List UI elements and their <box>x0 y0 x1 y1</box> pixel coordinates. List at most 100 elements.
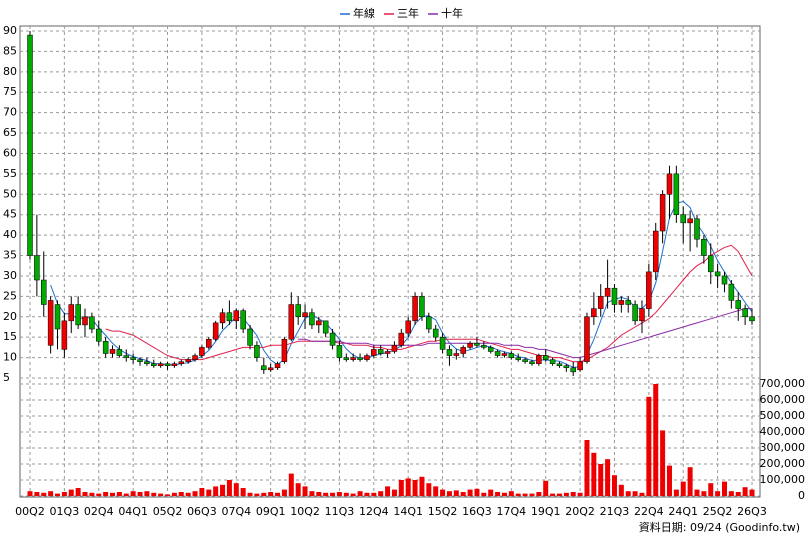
volume-bar <box>323 492 329 496</box>
volume-bar <box>48 491 54 496</box>
volume-bar <box>550 493 556 496</box>
candle-body <box>309 312 315 326</box>
volume-bar <box>446 491 452 496</box>
candle-body <box>591 308 597 318</box>
candle-body <box>144 361 150 364</box>
candle-body <box>405 320 411 334</box>
x-tick-label: 17Q4 <box>497 505 527 518</box>
volume-bar <box>288 473 294 496</box>
volume-bar <box>673 489 679 496</box>
volume-bar <box>694 489 700 496</box>
candle-body <box>714 271 721 277</box>
candle-body <box>632 304 638 322</box>
volume-bar <box>611 475 617 496</box>
volume-bar <box>116 492 122 496</box>
volume-bar <box>144 491 150 496</box>
volume-bar <box>398 480 404 496</box>
volume-bar <box>233 483 239 496</box>
candle-body <box>247 328 253 346</box>
y2-tick-label: 200,000 <box>760 457 806 470</box>
candle-body <box>419 296 425 318</box>
volume-bar <box>178 492 184 496</box>
x-tick-label: 14Q1 <box>393 505 423 518</box>
volume-bar <box>309 491 315 496</box>
volume-bar <box>158 493 164 496</box>
volume-bar <box>728 491 734 496</box>
candle-body <box>109 349 116 354</box>
volume-bar <box>598 464 604 496</box>
volume-bar <box>529 493 535 496</box>
volume-bar <box>749 489 755 496</box>
candle-body <box>577 361 583 371</box>
y2-tick-label: 400,000 <box>760 425 806 438</box>
volume-bar <box>419 476 425 496</box>
candle-body <box>639 308 645 322</box>
candle-body <box>611 287 618 305</box>
candle-body <box>68 304 75 322</box>
y-tick-label: 90 <box>3 24 17 37</box>
x-tick-label: 12Q4 <box>359 505 389 518</box>
volume-bar <box>247 492 253 496</box>
volume-bar <box>275 492 281 496</box>
candle-body <box>522 359 528 362</box>
y2-tick-label: 600,000 <box>760 393 806 406</box>
candle-body <box>75 304 81 326</box>
candle-body <box>474 343 480 346</box>
candle-body <box>130 357 136 360</box>
plot-frame <box>19 25 761 498</box>
candle-body <box>267 367 274 371</box>
candle-body <box>728 283 735 301</box>
y2-tick-label: 500,000 <box>760 409 806 422</box>
candle-body <box>82 316 88 326</box>
candle-body <box>274 363 281 369</box>
candle-body <box>721 275 728 285</box>
volume-bar <box>199 488 205 496</box>
volume-bar <box>433 486 439 496</box>
volume-bar <box>240 488 246 496</box>
candle-body <box>604 287 611 297</box>
volume-bar <box>391 489 397 496</box>
candle-body <box>199 347 205 356</box>
candle-body <box>432 328 439 338</box>
candle-body <box>687 218 693 224</box>
x-tick-label: 02Q4 <box>84 505 114 518</box>
candle-body <box>192 355 198 360</box>
volume-bar <box>735 492 741 496</box>
y-tick-label: 70 <box>3 106 17 119</box>
volume-bar <box>302 486 308 496</box>
volume-bar <box>281 489 287 496</box>
volume-bar <box>137 492 143 496</box>
candle-body <box>597 296 604 309</box>
candle-body <box>694 218 700 240</box>
x-tick-label: 19Q1 <box>531 505 561 518</box>
volume-bar <box>618 484 624 496</box>
candle-body <box>54 304 61 330</box>
candle-body <box>219 312 226 324</box>
candle-body <box>377 349 384 354</box>
x-tick-label: 15Q2 <box>428 505 458 518</box>
candle-body <box>515 357 521 360</box>
candle-body <box>151 363 157 367</box>
y-tick-label: 25 <box>3 289 17 302</box>
volume-bar <box>261 492 267 496</box>
candle-body <box>171 363 178 367</box>
volume-bar <box>639 492 645 496</box>
candle-body <box>102 341 109 354</box>
volume-bar <box>295 483 301 496</box>
candle-body <box>742 308 748 318</box>
volume-bar <box>96 493 102 496</box>
volume-bar <box>412 480 418 496</box>
legend-label: 年線 <box>353 6 375 20</box>
candle-body <box>439 336 446 350</box>
candle-body <box>178 361 185 364</box>
volume-bar <box>130 491 136 496</box>
volume-bar <box>371 492 377 496</box>
candle-body <box>27 34 33 256</box>
candle-body <box>536 355 542 364</box>
volume-bar <box>495 492 501 496</box>
candle-body <box>652 230 659 273</box>
candle-body <box>123 355 130 358</box>
candle-body <box>563 365 570 369</box>
volume-bar <box>570 492 576 496</box>
